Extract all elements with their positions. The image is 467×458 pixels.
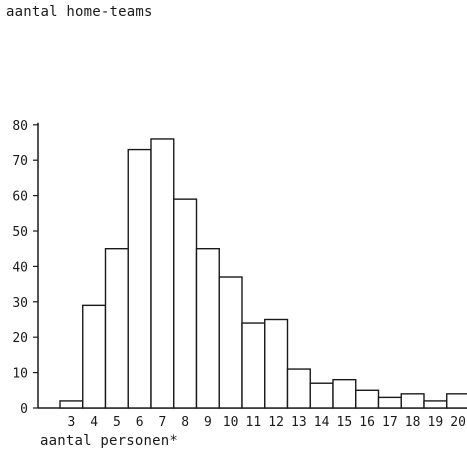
x-tick-label: 14 — [314, 415, 330, 430]
y-tick-label: 0 — [20, 402, 28, 417]
x-tick-label: 7 — [158, 415, 166, 430]
y-tick-label: 70 — [12, 154, 28, 169]
x-tick-label: 10 — [223, 415, 239, 430]
bar-5 — [104, 247, 129, 409]
x-tick-label: 5 — [113, 415, 121, 430]
y-tick-label: 80 — [12, 119, 28, 134]
x-tick-label: 19 — [428, 415, 444, 430]
x-tick-label: 17 — [382, 415, 398, 430]
bar-3 — [59, 400, 84, 409]
bar-17 — [377, 396, 402, 409]
x-tick-label: 15 — [337, 415, 353, 430]
x-tick-label: 9 — [204, 415, 212, 430]
y-tick-label: 60 — [12, 190, 28, 205]
bar-8 — [173, 198, 198, 409]
y-tick-label: 50 — [12, 225, 28, 240]
bar-13 — [286, 368, 311, 409]
x-axis-title: aantal personen* — [40, 433, 179, 449]
x-tick-label: 18 — [405, 415, 421, 430]
bar-18 — [400, 393, 425, 409]
x-tick-label: 3 — [67, 415, 75, 430]
x-tick-label: 16 — [359, 415, 375, 430]
bar-10 — [218, 276, 243, 409]
y-tick-label: 40 — [12, 260, 28, 275]
bar-4 — [82, 304, 107, 409]
x-tick-label: 6 — [136, 415, 144, 430]
y-tick-label: 20 — [12, 331, 28, 346]
x-tick-label: 8 — [181, 415, 189, 430]
y-tick-label: 10 — [12, 367, 28, 382]
bar-14 — [309, 382, 334, 409]
bar-6 — [127, 148, 152, 409]
bar-7 — [150, 138, 175, 409]
x-tick-label: 4 — [90, 415, 98, 430]
y-tick-label: 30 — [12, 296, 28, 311]
bar-19 — [423, 400, 448, 409]
bar-9 — [195, 247, 220, 409]
bar-20 — [446, 393, 467, 409]
bar-11 — [241, 322, 266, 409]
bar-12 — [264, 318, 289, 409]
bar-16 — [355, 389, 380, 409]
x-tick-label: 13 — [291, 415, 307, 430]
x-tick-label: 12 — [268, 415, 284, 430]
x-tick-label: 20 — [450, 415, 466, 430]
x-tick-label: 11 — [246, 415, 262, 430]
y-axis-title: aantal home-teams — [6, 4, 153, 20]
bar-15 — [332, 378, 357, 409]
